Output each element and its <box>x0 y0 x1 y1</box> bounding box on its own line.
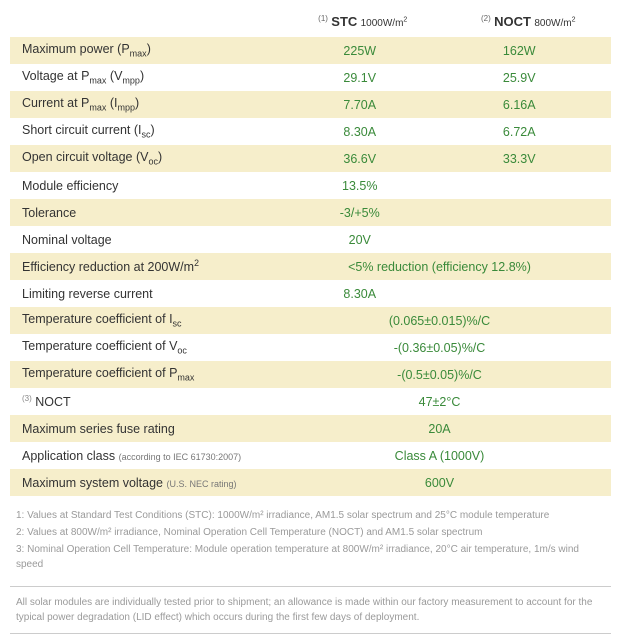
row-value-noct: 6.16A <box>440 98 600 112</box>
header-col1-sup: (1) <box>318 14 328 23</box>
table-row: Maximum power (Pmax)225W162W <box>10 37 611 64</box>
row-label: Maximum system voltage (U.S. NEC rating) <box>22 476 280 490</box>
row-label: Open circuit voltage (Voc) <box>22 150 280 167</box>
table-row: Temperature coefficient of Isc(0.065±0.0… <box>10 307 611 334</box>
table-row: Temperature coefficient of Voc-(0.36±0.0… <box>10 334 611 361</box>
row-value-stc: 20V <box>280 233 440 247</box>
header-col-stc: (1) STC 1000W/m2 <box>280 14 446 29</box>
row-value-stc: -3/+5% <box>280 206 440 220</box>
table-row: Limiting reverse current8.30A <box>10 280 611 307</box>
footnotes: 1: Values at Standard Test Conditions (S… <box>10 508 611 572</box>
table-row: Short circuit current (Isc)8.30A6.72A <box>10 118 611 145</box>
header-col2-unit: 800W/m2 <box>534 18 575 29</box>
row-label: Voltage at Pmax (Vmpp) <box>22 69 280 86</box>
row-value-stc: 13.5% <box>280 179 440 193</box>
row-label: Limiting reverse current <box>22 287 280 301</box>
header-spacer <box>10 14 280 29</box>
table-row: (3) NOCT47±2°C <box>10 388 611 415</box>
header-row: (1) STC 1000W/m2 (2) NOCT 800W/m2 <box>10 8 611 37</box>
disclaimer: All solar modules are individually teste… <box>10 586 611 634</box>
row-value-noct: 6.72A <box>440 125 600 139</box>
row-value-noct: 33.3V <box>440 152 600 166</box>
spec-table: (1) STC 1000W/m2 (2) NOCT 800W/m2 Maximu… <box>10 8 611 496</box>
row-label: Temperature coefficient of Pmax <box>22 366 280 383</box>
table-row: Maximum series fuse rating20A <box>10 415 611 442</box>
row-label: Tolerance <box>22 206 280 220</box>
table-row: Temperature coefficient of Pmax-(0.5±0.0… <box>10 361 611 388</box>
spec-rows: Maximum power (Pmax)225W162WVoltage at P… <box>10 37 611 496</box>
table-row: Maximum system voltage (U.S. NEC rating)… <box>10 469 611 496</box>
footnote-line: 1: Values at Standard Test Conditions (S… <box>16 508 605 523</box>
table-row: Tolerance-3/+5% <box>10 199 611 226</box>
table-row: Voltage at Pmax (Vmpp)29.1V25.9V <box>10 64 611 91</box>
row-value-stc: 8.30A <box>280 287 440 301</box>
row-value: (0.065±0.015)%/C <box>280 314 599 328</box>
row-value-stc: 7.70A <box>280 98 440 112</box>
row-value-stc: 29.1V <box>280 71 440 85</box>
row-label: Current at Pmax (Impp) <box>22 96 280 113</box>
table-row: Module efficiency13.5% <box>10 172 611 199</box>
header-col2-sup: (2) <box>481 14 491 23</box>
footnote-line: 2: Values at 800W/m² irradiance, Nominal… <box>16 525 605 540</box>
row-label: Application class (according to IEC 6173… <box>22 449 280 463</box>
row-value-stc: 225W <box>280 44 440 58</box>
row-value: -(0.5±0.05)%/C <box>280 368 599 382</box>
row-label: Short circuit current (Isc) <box>22 123 280 140</box>
row-value: -(0.36±0.05)%/C <box>280 341 599 355</box>
row-value: <5% reduction (efficiency 12.8%) <box>280 260 599 274</box>
row-label: Efficiency reduction at 200W/m2 <box>22 258 280 274</box>
row-label: Maximum power (Pmax) <box>22 42 280 59</box>
row-value: Class A (1000V) <box>280 449 599 463</box>
table-row: Efficiency reduction at 200W/m2<5% reduc… <box>10 253 611 280</box>
table-row: Open circuit voltage (Voc)36.6V33.3V <box>10 145 611 172</box>
footnote-line: 3: Nominal Operation Cell Temperature: M… <box>16 542 605 572</box>
row-label: Temperature coefficient of Isc <box>22 312 280 329</box>
row-value: 47±2°C <box>280 395 599 409</box>
row-value: 600V <box>280 476 599 490</box>
table-row: Current at Pmax (Impp)7.70A6.16A <box>10 91 611 118</box>
header-col2-main: NOCT <box>494 14 531 29</box>
header-col-noct: (2) NOCT 800W/m2 <box>446 14 612 29</box>
row-label: Maximum series fuse rating <box>22 422 280 436</box>
header-col1-unit: 1000W/m2 <box>361 18 408 29</box>
row-value-noct: 25.9V <box>440 71 600 85</box>
row-value-noct: 162W <box>440 44 600 58</box>
row-label: Nominal voltage <box>22 233 280 247</box>
row-label: (3) NOCT <box>22 394 280 409</box>
row-value-stc: 36.6V <box>280 152 440 166</box>
row-label: Temperature coefficient of Voc <box>22 339 280 356</box>
table-row: Nominal voltage20V <box>10 226 611 253</box>
row-value: 20A <box>280 422 599 436</box>
row-value-stc: 8.30A <box>280 125 440 139</box>
row-label: Module efficiency <box>22 179 280 193</box>
table-row: Application class (according to IEC 6173… <box>10 442 611 469</box>
header-col1-main: STC <box>331 14 357 29</box>
